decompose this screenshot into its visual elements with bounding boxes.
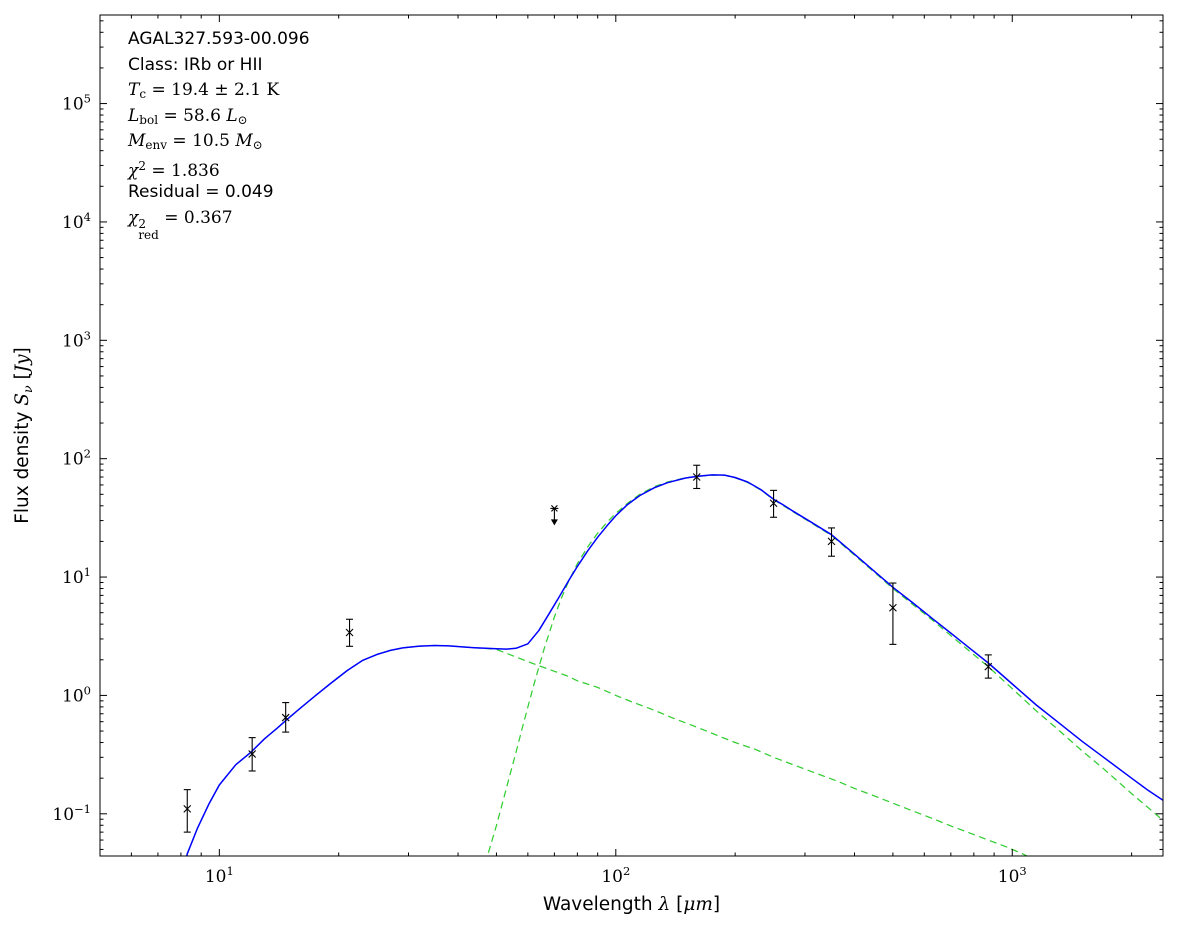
cold-component-curve — [486, 474, 1163, 856]
upper-limit-arrow — [550, 519, 558, 526]
annotation-line: Lbol = 58.6 L⊙ — [128, 105, 248, 127]
plot-area — [185, 474, 1163, 856]
x-tick-label: 102 — [601, 864, 630, 887]
x-tick-label: 101 — [205, 864, 234, 887]
x-tick-label: 103 — [998, 864, 1027, 887]
plot-frame — [99, 14, 1164, 857]
y-tick-label: 10−1 — [52, 802, 91, 825]
y-tick-label: 101 — [62, 565, 91, 588]
data-point — [889, 582, 897, 645]
annotation-line: Tc = 19.4 ± 2.1 K — [128, 80, 280, 101]
data-point — [827, 527, 836, 557]
tick-labels: 101 102 103 10−1 100 101 102 103 104 105 — [52, 92, 1026, 887]
y-tick-label: 104 — [62, 210, 91, 233]
annotation-line: Menv = 10.5 M⊙ — [128, 131, 263, 152]
annotation-line: Class: IRb or HII — [128, 54, 263, 75]
data-point — [769, 489, 778, 518]
data-point — [248, 737, 257, 772]
data-point — [345, 618, 354, 647]
annotation-line: AGAL327.593-00.096 — [128, 29, 310, 49]
data-point — [692, 464, 701, 490]
data-point — [281, 702, 290, 733]
y-tick-label: 100 — [62, 683, 91, 706]
axis-ticks — [100, 15, 1163, 856]
y-tick-label: 105 — [62, 92, 91, 115]
annotation-line: χ 2 red = 0.367 — [128, 207, 233, 242]
data-point — [550, 505, 559, 526]
total-model-curve — [185, 474, 1163, 856]
annotation-line: χ2 = 1.836 — [128, 158, 220, 181]
annotation-block: AGAL327.593-00.096 Class: IRb or HII Tc = … — [128, 26, 310, 242]
annotation-line: Residual = 0.049 — [128, 182, 274, 202]
y-tick-label: 103 — [62, 328, 91, 351]
y-tick-label: 102 — [62, 447, 91, 470]
photometry-points — [183, 464, 993, 833]
y-axis-label: Flux density Sν [Jy] — [12, 347, 35, 524]
data-point — [984, 654, 993, 679]
x-axis-label: Wavelength λ [μm] — [543, 894, 720, 915]
data-point — [183, 789, 192, 833]
